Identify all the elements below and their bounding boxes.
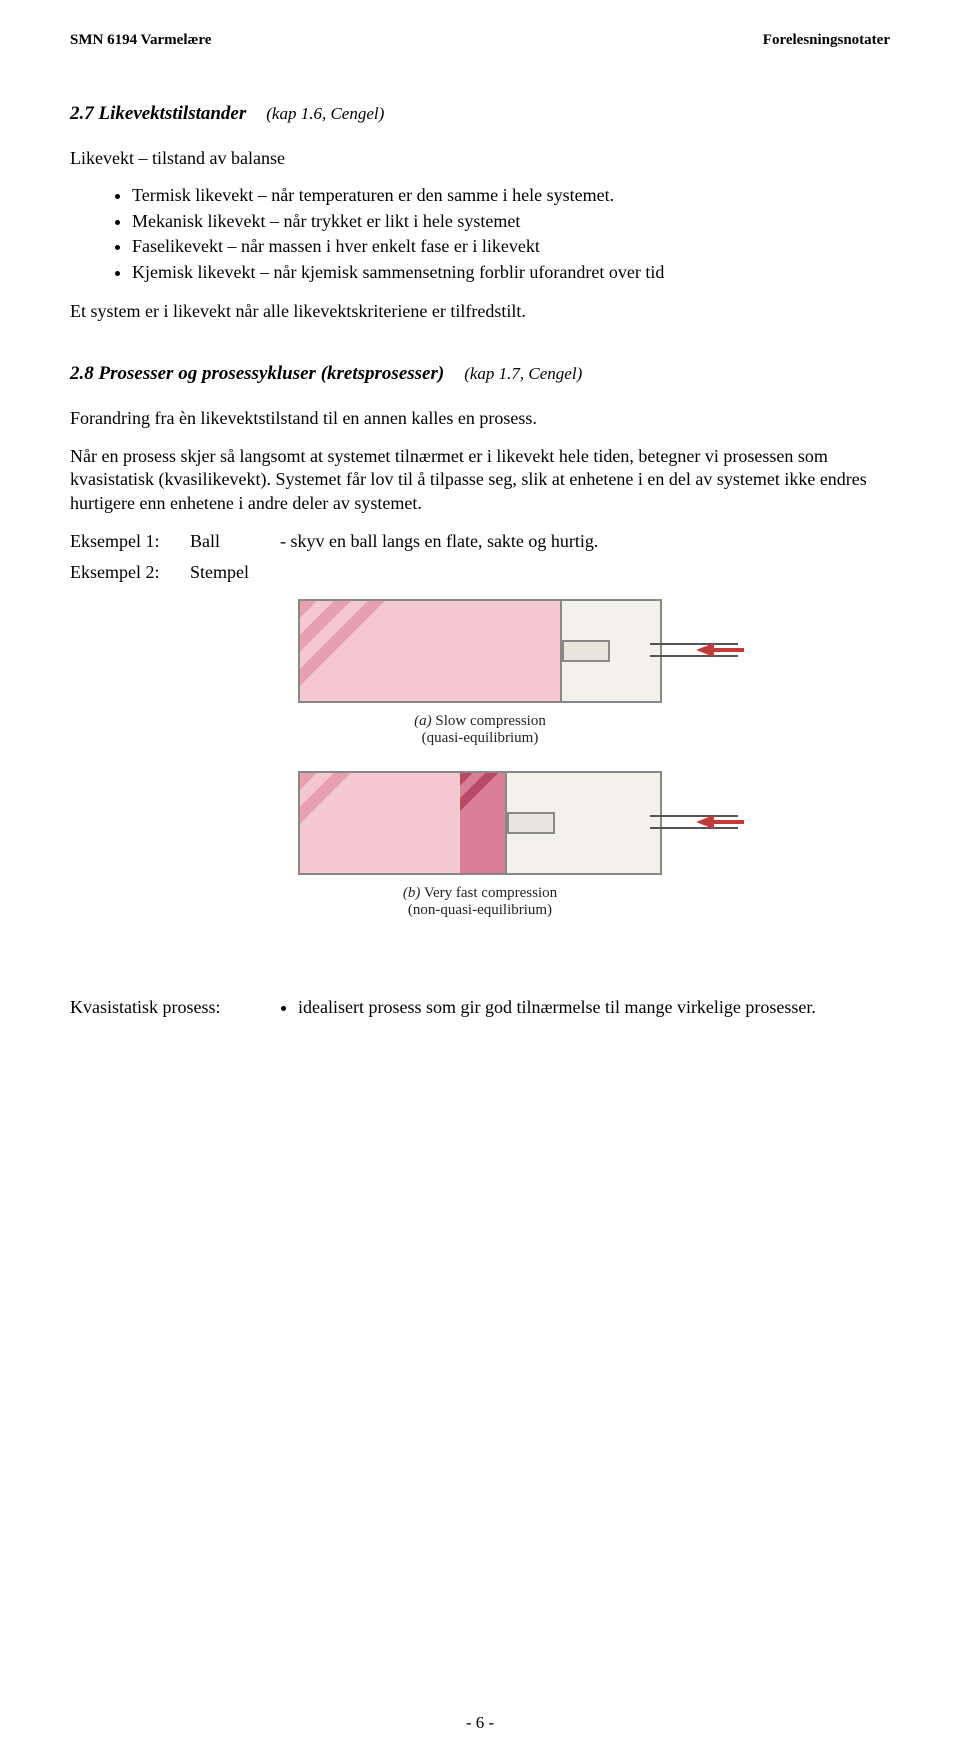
page: SMN 6194 Varmelære Forelesningsnotater 2… [0,0,960,1761]
section-2-7-tail: Et system er i likevekt når alle likevek… [70,300,890,323]
caption-b-line1: Very fast compression [424,885,557,901]
example-1-name: Ball [190,531,280,552]
caption-b-tag: (b) [403,885,421,901]
example-2-desc [280,562,890,583]
section-2-8-ref: (kap 1.7, Cengel) [464,364,582,384]
examples-block: Eksempel 1: Ball - skyv en ball langs en… [70,531,890,583]
section-2-8-p2: Når en prosess skjer så langsomt at syst… [70,445,890,515]
caption-a-tag: (a) [414,713,432,729]
example-1-desc: - skyv en ball langs en flate, sakte og … [280,531,890,552]
example-2-row: Eksempel 2: Stempel [70,562,890,583]
bullet-item: Mekanisk likevekt – når trykket er likt … [132,210,890,233]
kvasistatisk-item: idealisert prosess som gir god tilnærmel… [298,997,890,1018]
kvasistatisk-block: Kvasistatisk prosess: idealisert prosess… [70,997,890,1018]
bullet-item: Termisk likevekt – når temperaturen er d… [132,184,890,207]
example-1-row: Eksempel 1: Ball - skyv en ball langs en… [70,531,890,552]
example-2-name: Stempel [190,562,280,583]
section-2-7-lead: Likevekt – tilstand av balanse [70,147,890,170]
bullet-item: Kjemisk likevekt – når kjemisk sammenset… [132,261,890,284]
gas-region-a [300,601,562,701]
page-header: SMN 6194 Varmelære Forelesningsnotater [70,32,890,49]
header-right: Forelesningsnotater [763,32,890,49]
caption-b: (b) Very fast compression (non-quasi-equ… [403,885,557,919]
gas-region-b [300,773,507,873]
piston-diagram: (a) Slow compression (quasi-equilibrium)… [70,593,890,937]
caption-a-line2: (quasi-equilibrium) [422,730,539,746]
section-2-8-heading: 2.8 Prosesser og prosessykluser (kretspr… [70,363,890,385]
kvasistatisk-label: Kvasistatisk prosess: [70,997,270,1018]
caption-b-line2: (non-quasi-equilibrium) [408,902,552,918]
section-2-7-ref: (kap 1.6, Cengel) [266,104,384,124]
example-2-label: Eksempel 2: [70,562,190,583]
section-2-7-bullets: Termisk likevekt – når temperaturen er d… [70,184,890,284]
example-1-label: Eksempel 1: [70,531,190,552]
arrow-icon [696,643,714,657]
section-2-8-title: 2.8 Prosesser og prosessykluser (kretspr… [70,363,444,385]
section-2-7-title: 2.7 Likevektstilstander [70,103,246,125]
cylinder-a [298,599,662,703]
caption-a-line1: Slow compression [435,713,545,729]
arrow-icon [696,815,714,829]
caption-a: (a) Slow compression (quasi-equilibrium) [414,713,546,747]
kvasistatisk-list: idealisert prosess som gir god tilnærmel… [270,997,890,1018]
piston-rod-a [562,640,610,662]
page-number: - 6 - [0,1713,960,1733]
section-2-7-heading: 2.7 Likevektstilstander (kap 1.6, Cengel… [70,103,890,125]
cylinder-b [298,771,662,875]
bullet-item: Faselikevekt – når massen i hver enkelt … [132,235,890,258]
section-2-8-p1: Forandring fra èn likevektstilstand til … [70,407,890,430]
header-left: SMN 6194 Varmelære [70,32,211,49]
piston-rod-b [507,812,555,834]
